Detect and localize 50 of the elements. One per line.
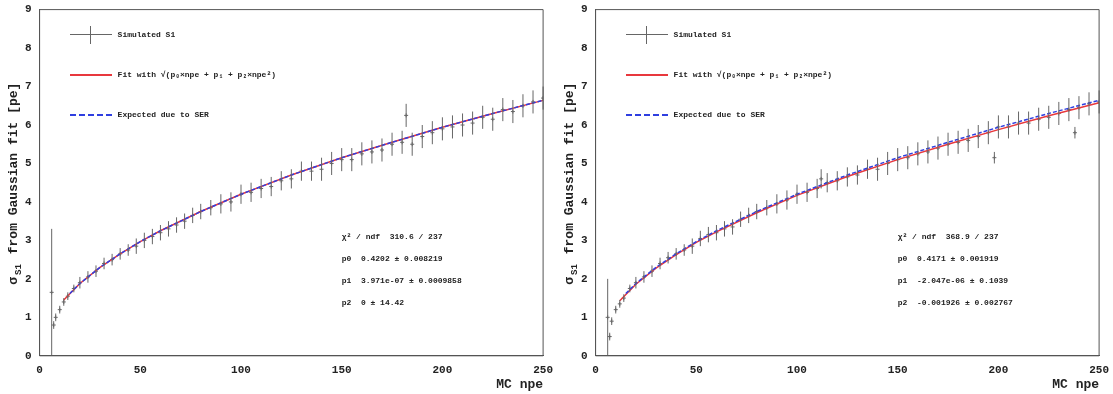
x-axis-title: MC npe [1052, 377, 1100, 393]
legend-label: Simulated S1 [673, 30, 732, 40]
x-axis-title: MC npe [496, 377, 544, 393]
y-tick-label: 4 [580, 195, 588, 208]
y-tick-label: 7 [24, 80, 32, 93]
annotation: χ² / ndf 310.6 / 237 [341, 231, 443, 241]
y-tick-label: 1 [24, 311, 32, 324]
legend-label: Expected due to SER [117, 110, 209, 120]
y-tick-label: 9 [580, 3, 588, 16]
y-axis-title: σS1 from Gaussian fit [pe] [6, 82, 24, 285]
x-tick-label: 250 [1089, 364, 1109, 377]
y-tick-label: 5 [580, 157, 588, 170]
annotation: p0 0.4171 ± 0.001919 [897, 253, 999, 263]
x-tick-label: 250 [533, 364, 553, 377]
y-tick-label: 2 [580, 272, 588, 285]
legend-label: Expected due to SER [673, 110, 765, 120]
x-tick-label: 200 [432, 364, 453, 377]
y-tick-label: 0 [24, 349, 32, 362]
y-tick-label: 8 [580, 41, 588, 54]
y-tick-label: 6 [24, 118, 32, 131]
legend-label: Fit with √(p₀×npe + p₁ + p₂×npe²) [673, 70, 833, 80]
annotation: p0 0.4202 ± 0.008219 [341, 253, 443, 263]
y-tick-label: 1 [580, 311, 588, 324]
y-tick-label: 8 [24, 41, 32, 54]
y-tick-label: 5 [24, 157, 32, 170]
y-tick-label: 3 [580, 234, 588, 247]
annotation: χ² / ndf 368.9 / 237 [897, 231, 999, 241]
y-tick-label: 9 [24, 3, 32, 16]
x-tick-label: 0 [592, 364, 599, 377]
legend-label: Fit with √(p₀×npe + p₁ + p₂×npe²) [117, 70, 277, 80]
y-axis-title: σS1 from Gaussian fit [pe] [562, 82, 580, 285]
y-tick-label: 2 [24, 272, 32, 285]
annotation: p1 -2.047e-06 ± 0.1039 [897, 275, 1009, 285]
legend-label: Simulated S1 [117, 30, 176, 40]
x-tick-label: 150 [887, 364, 908, 377]
x-tick-label: 100 [231, 364, 251, 377]
y-tick-label: 7 [580, 80, 588, 93]
annotation: p2 0 ± 14.42 [341, 297, 405, 307]
y-tick-label: 3 [24, 234, 32, 247]
x-tick-label: 150 [331, 364, 352, 377]
y-tick-label: 6 [580, 118, 588, 131]
y-tick-label: 4 [24, 195, 32, 208]
y-tick-label: 0 [580, 349, 588, 362]
annotation: p2 -0.001926 ± 0.002767 [897, 297, 1014, 307]
x-tick-label: 50 [689, 364, 703, 377]
x-tick-label: 100 [787, 364, 807, 377]
annotation: p1 3.971e-07 ± 0.0009858 [341, 275, 462, 285]
x-tick-label: 0 [36, 364, 43, 377]
x-tick-label: 200 [988, 364, 1009, 377]
x-tick-label: 50 [133, 364, 147, 377]
